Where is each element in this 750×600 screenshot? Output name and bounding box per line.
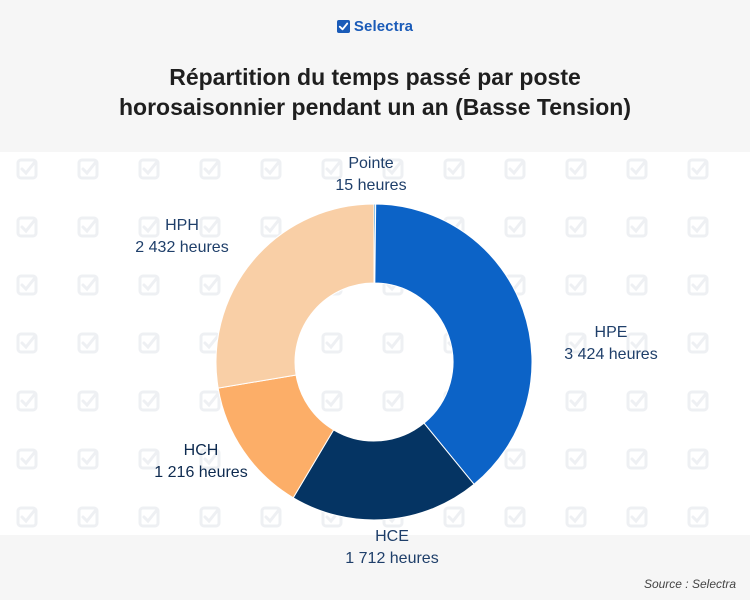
watermark-check-icon [565, 158, 587, 180]
brand-logo: Selectra [0, 18, 750, 35]
label-hch: HCH 1 216 heures [131, 440, 271, 484]
slice-hce [292, 422, 475, 521]
watermark-check-icon [565, 506, 587, 528]
watermark-check-icon [504, 158, 526, 180]
watermark-check-icon [16, 332, 38, 354]
watermark-check-icon [199, 274, 221, 296]
watermark-check-icon [199, 158, 221, 180]
watermark-check-icon [16, 390, 38, 412]
watermark-check-icon [626, 216, 648, 238]
watermark-check-icon [77, 158, 99, 180]
watermark-check-icon [504, 506, 526, 528]
watermark-check-icon [138, 216, 160, 238]
footer-band [0, 535, 750, 600]
header-band [0, 0, 750, 152]
watermark-check-icon [565, 216, 587, 238]
watermark-check-icon [687, 274, 709, 296]
watermark-check-icon [199, 216, 221, 238]
watermark-check-icon [687, 448, 709, 470]
source-note: Source : Selectra [643, 577, 736, 591]
chart-title: Répartition du temps passé par poste hor… [0, 62, 750, 122]
label-hch-name: HCH [183, 442, 219, 459]
label-hph: HPH 2 432 heures [112, 215, 252, 259]
watermark-check-icon [443, 158, 465, 180]
watermark-check-icon [321, 390, 343, 412]
watermark-check-icon [504, 216, 526, 238]
watermark-check-icon [260, 158, 282, 180]
watermark-check-icon [565, 448, 587, 470]
watermark-check-icon [687, 390, 709, 412]
watermark-check-icon [199, 448, 221, 470]
watermark-check-icon [382, 332, 404, 354]
watermark-check-icon [199, 506, 221, 528]
watermark-check-icon [504, 448, 526, 470]
watermark-check-icon [77, 274, 99, 296]
watermark-check-icon [321, 158, 343, 180]
watermark-check-icon [16, 158, 38, 180]
watermark-check-icon [687, 506, 709, 528]
watermark-check-icon [77, 216, 99, 238]
label-hph-value: 2 432 heures [135, 239, 229, 256]
watermark-check-icon [16, 448, 38, 470]
watermark-check-icon [382, 158, 404, 180]
watermark-check-icon [687, 158, 709, 180]
watermark-check-icon [138, 274, 160, 296]
label-pointe-value: 15 heures [335, 177, 407, 194]
watermark-check-icon [626, 506, 648, 528]
chart-title-line-2: horosaisonnier pendant un an (Basse Tens… [118, 94, 632, 120]
watermark-check-icon [565, 332, 587, 354]
watermark-check-icon [77, 390, 99, 412]
chart-title-line-1: Répartition du temps passé par poste [169, 64, 581, 90]
watermark-check-icon [138, 448, 160, 470]
watermark-check-icon [16, 506, 38, 528]
watermark-check-icon [687, 216, 709, 238]
slice-hph [215, 203, 375, 389]
watermark-check-icon [77, 448, 99, 470]
watermark-check-icon [626, 274, 648, 296]
label-hch-value: 1 216 heures [154, 464, 248, 481]
watermark-check-icon [16, 216, 38, 238]
watermark-check-icon [565, 390, 587, 412]
watermark-check-icon [626, 158, 648, 180]
watermark-check-icon [138, 390, 160, 412]
watermark-check-icon [626, 448, 648, 470]
label-hpe-name: HPE [594, 324, 628, 341]
watermark-check-icon [443, 506, 465, 528]
watermark-check-icon [687, 332, 709, 354]
watermark-check-icon [321, 332, 343, 354]
label-hce: HCE 1 712 heures [322, 526, 462, 570]
watermark-check-icon [138, 506, 160, 528]
watermark-check-icon [138, 332, 160, 354]
label-hph-name: HPH [165, 217, 199, 234]
check-logo-icon [336, 20, 350, 33]
slice-hpe [374, 203, 533, 485]
label-hpe: HPE 3 424 heures [541, 322, 681, 366]
watermark-check-icon [16, 274, 38, 296]
watermark-check-icon [77, 332, 99, 354]
watermark-check-icon [260, 506, 282, 528]
watermark-check-icon [565, 274, 587, 296]
watermark-check-icon [626, 390, 648, 412]
label-hce-name: HCE [375, 528, 409, 545]
watermark-check-icon [199, 390, 221, 412]
label-pointe: Pointe 15 heures [311, 153, 431, 197]
watermark-check-icon [138, 158, 160, 180]
watermark-check-icon [382, 390, 404, 412]
watermark-check-icon [260, 216, 282, 238]
label-pointe-name: Pointe [348, 155, 394, 172]
label-hce-value: 1 712 heures [345, 550, 439, 567]
label-hpe-value: 3 424 heures [564, 346, 658, 363]
watermark-check-icon [77, 506, 99, 528]
brand-name: Selectra [353, 18, 414, 35]
watermark-check-icon [626, 332, 648, 354]
